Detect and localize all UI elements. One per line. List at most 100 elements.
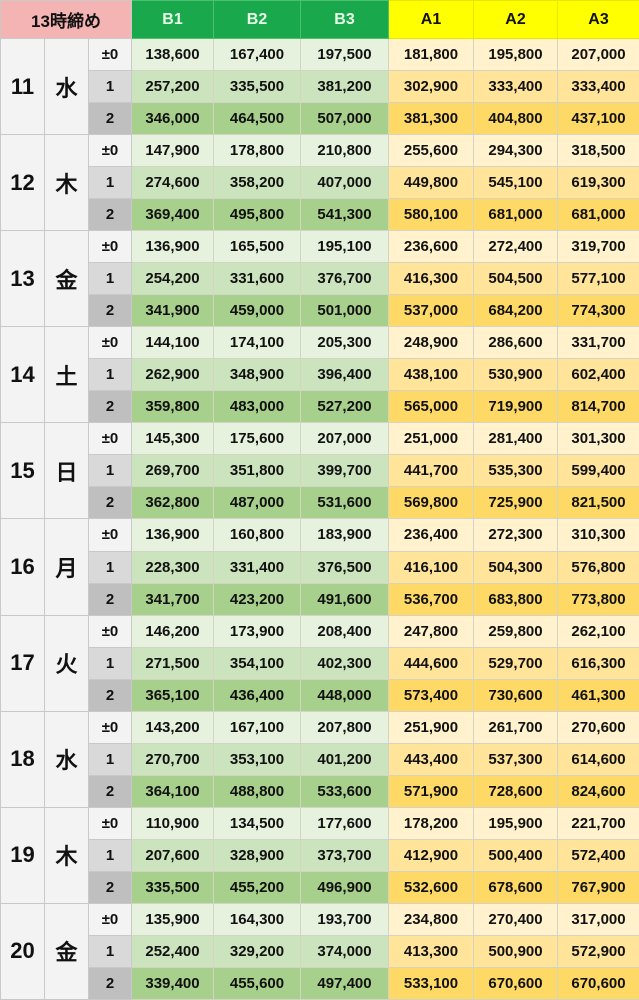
price-cell: 318,500 (557, 134, 639, 168)
price-cell: 459,000 (213, 294, 301, 328)
price-cell: 436,400 (213, 678, 301, 712)
sub-label: 1 (88, 70, 132, 104)
price-cell: 262,100 (557, 614, 639, 648)
price-cell: 110,900 (131, 806, 214, 840)
sub-label: ±0 (88, 230, 132, 264)
sub-label: 2 (88, 774, 132, 808)
price-cell: 681,000 (557, 198, 639, 232)
price-cell: 565,000 (388, 390, 474, 424)
price-cell: 333,400 (473, 70, 558, 104)
price-cell: 444,600 (388, 646, 474, 680)
price-cell: 248,900 (388, 326, 474, 360)
price-cell: 177,600 (300, 806, 389, 840)
price-cell: 773,800 (557, 582, 639, 616)
price-cell: 532,600 (388, 870, 474, 904)
weekday: 金 (44, 902, 89, 1000)
table-row: 16 月 ±0 136,900 160,800 183,900 236,400 272,300… (0, 518, 639, 616)
price-cell: 207,000 (557, 37, 639, 72)
day-number: 14 (0, 326, 45, 424)
price-cell: 496,900 (300, 870, 389, 904)
price-cell: 670,600 (557, 966, 639, 1000)
price-cell: 441,700 (388, 454, 474, 488)
price-cell: 364,100 (131, 774, 214, 808)
table-row: 2 335,500 455,200 496,900 532,600 678,600 767,… (1, 870, 639, 904)
price-cell: 197,500 (300, 37, 389, 72)
price-cell: 351,800 (213, 454, 301, 488)
price-cell: 310,300 (557, 518, 639, 552)
price-cell: 491,600 (300, 582, 389, 616)
table-row: 2 341,700 423,200 491,600 536,700 683,800 773,… (1, 582, 639, 616)
table-row: 14 土 ±0 144,100 174,100 205,300 248,900 286,600… (0, 326, 639, 424)
price-cell: 358,200 (213, 166, 301, 200)
day-number: 15 (0, 422, 45, 520)
price-cell: 274,600 (131, 166, 214, 200)
weekday: 火 (44, 614, 89, 712)
weekday: 日 (44, 422, 89, 520)
sub-label: 1 (88, 742, 132, 776)
column-header-a1: A1 (388, 0, 474, 39)
price-cell: 136,900 (131, 518, 214, 552)
sub-label: ±0 (88, 37, 132, 72)
price-cell: 396,400 (300, 358, 389, 392)
price-cell: 571,900 (388, 774, 474, 808)
price-cell: 399,700 (300, 454, 389, 488)
price-cell: 602,400 (557, 358, 639, 392)
table-row: 2 341,900 459,000 501,000 537,000 684,200 774,… (1, 294, 639, 328)
price-cell: 531,600 (300, 486, 389, 520)
price-cell: 719,900 (473, 390, 558, 424)
sub-label: 2 (88, 870, 132, 904)
sub-label: ±0 (88, 422, 132, 456)
sub-label: ±0 (88, 710, 132, 744)
table-row: 2 339,400 455,600 497,400 533,100 670,600 670,… (1, 966, 639, 1000)
price-cell: 270,600 (557, 710, 639, 744)
price-cell: 572,900 (557, 934, 639, 968)
table-row: 2 364,100 488,800 533,600 571,900 728,600 824,… (1, 774, 639, 808)
price-cell: 533,100 (388, 966, 474, 1000)
price-cell: 254,200 (131, 262, 214, 296)
price-cell: 195,100 (300, 230, 389, 264)
weekday: 木 (44, 134, 89, 232)
price-cell: 175,600 (213, 422, 301, 456)
sub-label: ±0 (88, 902, 132, 936)
price-cell: 500,900 (473, 934, 558, 968)
sub-label: 1 (88, 934, 132, 968)
price-cell: 302,900 (388, 70, 474, 104)
price-cell: 365,100 (131, 678, 214, 712)
header-row: 13時締め B1 B2 B3 A1 A2 A3 (0, 0, 639, 39)
price-cell: 270,400 (473, 902, 558, 936)
price-cell: 774,300 (557, 294, 639, 328)
table-row: 1 271,500 354,100 402,300 444,600 529,700 616,… (1, 646, 639, 680)
price-cell: 537,300 (473, 742, 558, 776)
price-cell: 497,400 (300, 966, 389, 1000)
price-cell: 412,900 (388, 838, 474, 872)
price-cell: 536,700 (388, 582, 474, 616)
price-cell: 146,200 (131, 614, 214, 648)
price-cell: 195,800 (473, 37, 558, 72)
table-row: 19 木 ±0 110,900 134,500 177,600 178,200 195,900… (0, 806, 639, 904)
price-cell: 507,000 (300, 102, 389, 136)
price-cell: 346,000 (131, 102, 214, 136)
table-row: 1 254,200 331,600 376,700 416,300 504,500 577,… (1, 262, 639, 296)
price-cell: 495,800 (213, 198, 301, 232)
price-cell: 821,500 (557, 486, 639, 520)
price-cell: 527,200 (300, 390, 389, 424)
price-cell: 487,000 (213, 486, 301, 520)
price-cell: 272,300 (473, 518, 558, 552)
price-cell: 221,700 (557, 806, 639, 840)
price-cell: 135,900 (131, 902, 214, 936)
price-cell: 767,900 (557, 870, 639, 904)
price-cell: 270,700 (131, 742, 214, 776)
table-row: 2 359,800 483,000 527,200 565,000 719,900 814,… (1, 390, 639, 424)
sub-label: ±0 (88, 326, 132, 360)
price-cell: 599,400 (557, 454, 639, 488)
price-cell: 178,800 (213, 134, 301, 168)
price-cell: 193,700 (300, 902, 389, 936)
price-cell: 354,100 (213, 646, 301, 680)
price-cell: 461,300 (557, 678, 639, 712)
sub-label: 1 (88, 166, 132, 200)
price-cell: 205,300 (300, 326, 389, 360)
price-cell: 164,300 (213, 902, 301, 936)
sub-label: 2 (88, 294, 132, 328)
table-row: 2 369,400 495,800 541,300 580,100 681,000 681,… (1, 198, 639, 232)
